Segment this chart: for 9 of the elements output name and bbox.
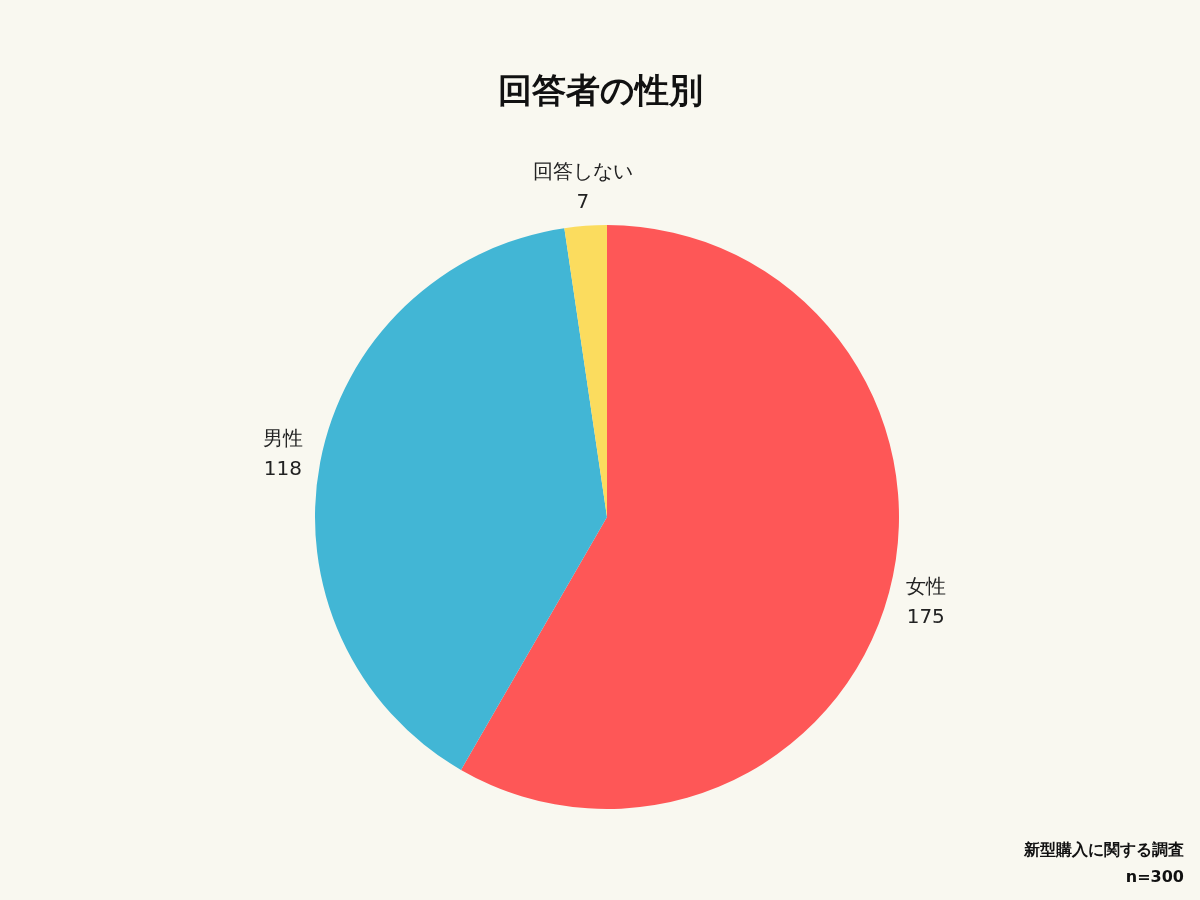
slice-label: 男性 xyxy=(262,426,303,451)
slice-label: 回答しない xyxy=(532,159,633,184)
data-label: 7 xyxy=(576,189,590,214)
text: 新型購入に関する調査 xyxy=(1024,839,1184,861)
data-label: 118 xyxy=(263,456,302,481)
data-label: 175 xyxy=(906,603,945,628)
chart-title: 回答者の性別 xyxy=(496,69,704,112)
text: n=300 xyxy=(1124,866,1184,888)
slice-label: 女性 xyxy=(905,573,946,598)
